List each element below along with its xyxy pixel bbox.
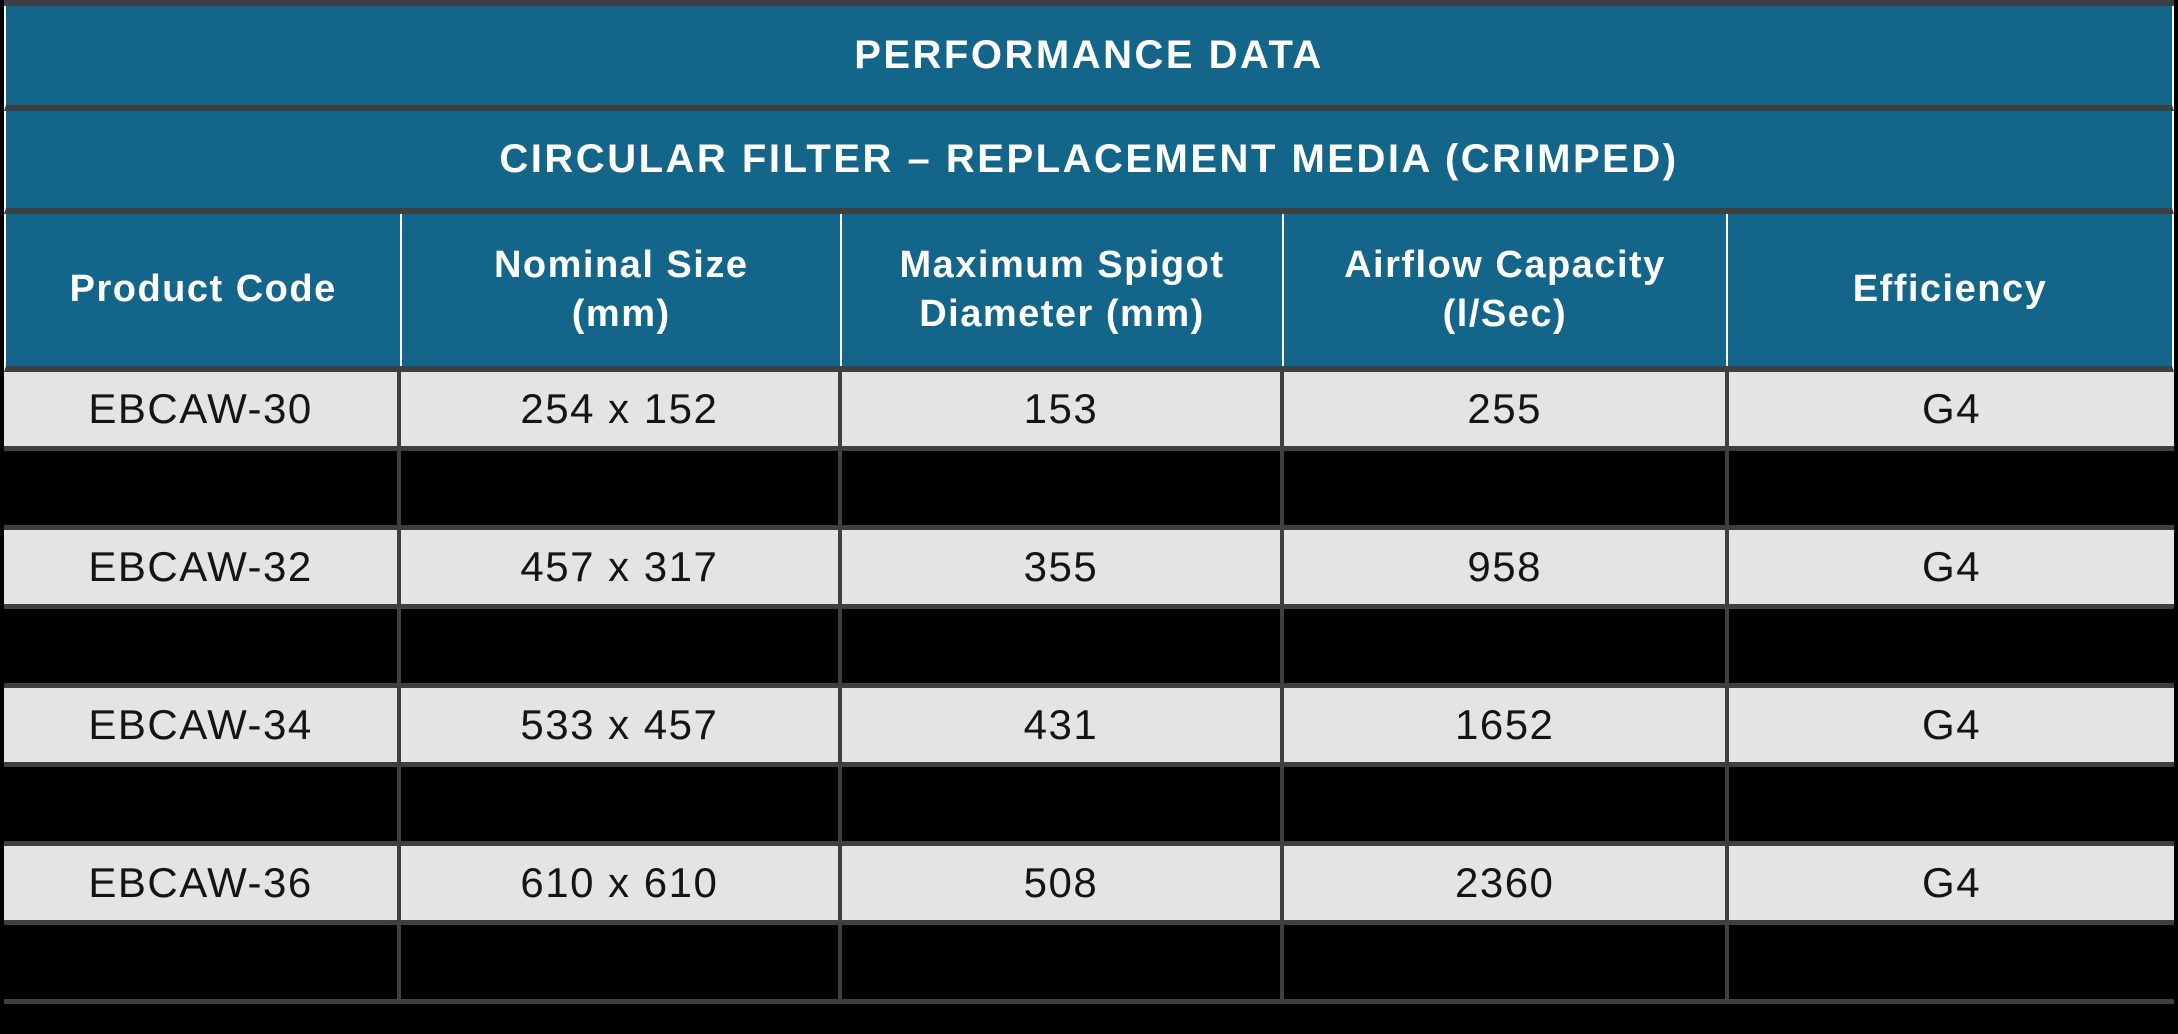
cell-max_spigot_diameter: 431: [841, 688, 1285, 762]
cell-airflow_capacity: 958: [1284, 530, 1730, 604]
table-row-redacted: [4, 609, 2174, 688]
cell-product_code: EBCAW-32: [4, 530, 402, 604]
cell-max_spigot_diameter: [841, 451, 1285, 525]
cell-nominal_size: [401, 609, 842, 683]
cell-airflow_capacity: [1284, 451, 1730, 525]
cell-efficiency: G4: [1729, 846, 2174, 920]
cell-max_spigot_diameter: [841, 925, 1285, 999]
cell-airflow_capacity: [1284, 767, 1730, 841]
cell-nominal_size: 457 x 317: [401, 530, 842, 604]
cell-max_spigot_diameter: 508: [841, 846, 1285, 920]
table-row-redacted: [4, 925, 2174, 1004]
column-header-nominal_size: Nominal Size (mm): [402, 214, 843, 366]
cell-efficiency: G4: [1729, 372, 2174, 446]
cell-airflow_capacity: 255: [1284, 372, 1730, 446]
table-row: EBCAW-30 254 x 152 153 255 G4: [4, 372, 2174, 451]
table-row: EBCAW-36 610 x 610 508 2360 G4: [4, 846, 2174, 925]
cell-nominal_size: 254 x 152: [401, 372, 842, 446]
performance-data-table: PERFORMANCE DATA CIRCULAR FILTER – REPLA…: [4, 0, 2174, 1004]
cell-product_code: [4, 767, 402, 841]
cell-airflow_capacity: [1284, 925, 1730, 999]
cell-max_spigot_diameter: [841, 767, 1285, 841]
cell-max_spigot_diameter: [841, 609, 1285, 683]
cell-airflow_capacity: [1284, 609, 1730, 683]
cell-product_code: EBCAW-36: [4, 846, 402, 920]
cell-product_code: EBCAW-34: [4, 688, 402, 762]
cell-nominal_size: 533 x 457: [401, 688, 842, 762]
table-subtitle: CIRCULAR FILTER – REPLACEMENT MEDIA (CRI…: [4, 111, 2174, 214]
column-header-efficiency: Efficiency: [1852, 268, 2048, 311]
cell-airflow_capacity: 1652: [1284, 688, 1730, 762]
table-row: EBCAW-32 457 x 317 355 958 G4: [4, 530, 2174, 609]
column-header-product_code: Product Code: [6, 214, 403, 366]
table-row-redacted: [4, 451, 2174, 530]
column-header-row: Product Code Nominal Size (mm) Maximum Spi…: [4, 214, 2174, 372]
cell-product_code: [4, 925, 402, 999]
table-body: EBCAW-30 254 x 152 153 255 G4 EBCAW-32 457 x 3…: [4, 372, 2174, 1004]
cell-efficiency: G4: [1729, 688, 2174, 762]
cell-efficiency: [1729, 609, 2174, 683]
cell-efficiency: [1729, 451, 2174, 525]
cell-product_code: [4, 451, 402, 525]
column-header-max_spigot_diameter: Maximum Spigot Diameter (mm): [842, 214, 1284, 366]
cell-nominal_size: [401, 767, 842, 841]
cell-nominal_size: [401, 925, 842, 999]
cell-max_spigot_diameter: 355: [841, 530, 1285, 604]
column-header-airflow_capacity: Airflow Capacity (l/Sec): [1284, 214, 1728, 366]
cell-product_code: EBCAW-30: [4, 372, 402, 446]
cell-efficiency: [1729, 925, 2174, 999]
table-row: EBCAW-34 533 x 457 431 1652 G4: [4, 688, 2174, 767]
table-title: PERFORMANCE DATA: [4, 6, 2174, 111]
cell-efficiency: G4: [1729, 530, 2174, 604]
cell-product_code: [4, 609, 402, 683]
cell-nominal_size: [401, 451, 842, 525]
cell-nominal_size: 610 x 610: [401, 846, 842, 920]
cell-max_spigot_diameter: 153: [841, 372, 1285, 446]
cell-efficiency: [1729, 767, 2174, 841]
cell-airflow_capacity: 2360: [1284, 846, 1730, 920]
table-row-redacted: [4, 767, 2174, 846]
